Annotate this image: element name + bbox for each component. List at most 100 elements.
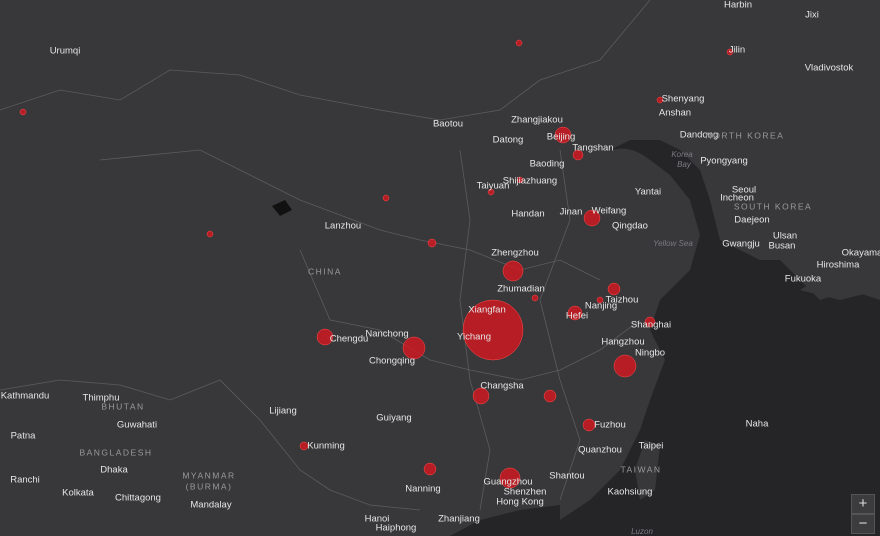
city-label: Nanjing	[585, 301, 617, 312]
city-label: Chengdu	[330, 334, 369, 345]
zoom-out-button[interactable]: −	[851, 514, 875, 534]
sea	[450, 505, 560, 536]
city-label: Vladivostok	[805, 63, 854, 74]
city-label: Hiroshima	[817, 260, 860, 271]
city-label: Mandalay	[190, 500, 231, 511]
case-bubble	[472, 387, 490, 405]
city-label: Hanoi	[365, 514, 390, 525]
sea-label: Yellow Sea	[653, 239, 693, 248]
case-bubbles	[19, 39, 734, 489]
city-label: Fuzhou	[594, 420, 626, 431]
city-label: Naha	[746, 419, 769, 430]
country-label: BHUTAN	[101, 401, 144, 411]
case-bubble	[582, 418, 596, 432]
city-label: Shenyang	[662, 94, 705, 105]
city-label: Chittagong	[115, 493, 161, 504]
case-bubble	[583, 209, 601, 227]
case-bubble	[402, 336, 426, 360]
city-label: Kunming	[307, 441, 345, 452]
city-label: Tangshan	[572, 143, 613, 154]
city-label: Shenzhen	[504, 487, 547, 498]
city-label: Datong	[493, 135, 524, 146]
country-label: MYANMAR	[182, 470, 235, 480]
city-label: Quanzhou	[578, 445, 622, 456]
city-label: Chongqing	[369, 356, 415, 367]
city-label: Hong Kong	[496, 497, 544, 508]
case-bubble	[502, 260, 524, 282]
city-label: Pyongyang	[700, 156, 748, 167]
city-label: Fukuoka	[785, 274, 822, 285]
city-label: Seoul	[732, 185, 756, 196]
city-label: Hangzhou	[601, 337, 644, 348]
city-label: Shantou	[549, 471, 584, 482]
city-label: Jilin	[729, 45, 745, 56]
zoom-in-button[interactable]: +	[851, 494, 875, 514]
case-bubble	[515, 39, 523, 47]
city-label: Taiyuan	[477, 181, 510, 192]
sea	[540, 140, 880, 536]
city-label: Yantai	[635, 187, 661, 198]
city-label: Baoding	[530, 159, 565, 170]
city-label: Baotou	[433, 119, 463, 130]
city-label: Kolkata	[62, 488, 94, 499]
city-label: Thimphu	[83, 393, 120, 404]
city-label: Dandong	[680, 130, 719, 141]
city-label: Handan	[511, 209, 544, 220]
city-label: Hefei	[566, 311, 588, 322]
city-label: Ranchi	[10, 475, 40, 486]
city-label: Busan	[769, 241, 796, 252]
city-label: Nanning	[405, 484, 440, 495]
peninsula	[730, 165, 800, 255]
case-bubble	[531, 294, 539, 302]
border	[539, 149, 581, 501]
city-label: Xiangfan	[468, 305, 506, 316]
case-bubble	[516, 176, 524, 184]
country-label: CHINA	[308, 266, 342, 276]
city-label: Lanzhou	[325, 221, 361, 232]
city-label: Changsha	[480, 381, 524, 392]
city-label: Zhengzhou	[491, 248, 539, 259]
case-bubble	[607, 282, 621, 296]
city-label: Taizhou	[606, 295, 639, 306]
case-bubble	[316, 328, 334, 346]
city-label: Zhangjiakou	[511, 115, 563, 126]
city-label: Qingdao	[612, 221, 648, 232]
lake	[272, 200, 292, 216]
border	[299, 249, 641, 381]
country-label: (BURMA)	[186, 481, 233, 491]
case-bubble	[572, 149, 584, 161]
city-label: Guiyang	[376, 413, 411, 424]
country-label: SOUTH KOREA	[734, 201, 812, 211]
country-label: BANGLADESH	[79, 447, 152, 457]
city-label: Guwahati	[117, 420, 157, 431]
border	[0, 379, 421, 511]
country-label: TAIWAN	[620, 464, 661, 474]
city-label: Jixi	[805, 10, 819, 21]
sea-label: Luzon	[631, 527, 653, 536]
city-label: Incheon	[720, 193, 754, 204]
case-bubble	[299, 441, 309, 451]
border	[0, 0, 651, 121]
city-label: Daejeon	[734, 215, 769, 226]
city-label: Anshan	[659, 108, 691, 119]
city-label: Harbin	[724, 0, 752, 11]
island	[800, 250, 880, 300]
city-label: Zhumadian	[497, 284, 545, 295]
case-bubble	[382, 194, 390, 202]
case-bubble	[487, 188, 495, 196]
city-label: Dhaka	[100, 465, 128, 476]
city-label: Lijiang	[269, 406, 296, 417]
city-label: Haiphong	[376, 523, 417, 534]
case-bubble	[644, 316, 656, 328]
city-label: Taipei	[639, 441, 664, 452]
case-bubble	[567, 305, 583, 321]
city-label: Ulsan	[773, 231, 797, 242]
city-label: Okayama	[842, 248, 880, 259]
country-label: NORTH KOREA	[706, 130, 785, 140]
case-bubble	[554, 126, 572, 144]
island	[635, 440, 660, 500]
case-bubble	[462, 299, 524, 361]
case-bubble	[596, 296, 604, 304]
